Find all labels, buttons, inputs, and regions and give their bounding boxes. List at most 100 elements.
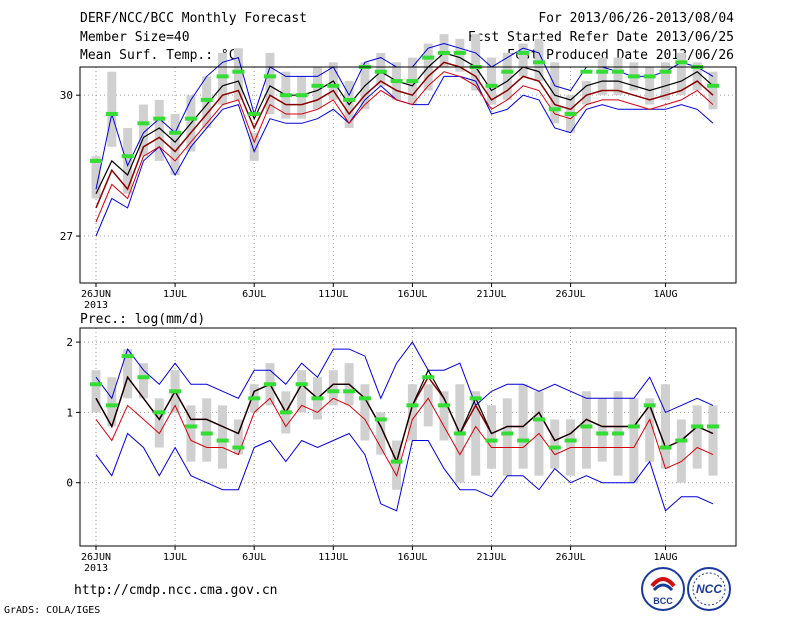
temp-range-box [439,34,449,67]
temp-observed-mark [374,69,387,74]
prec-observed-mark [580,424,593,429]
prec-range-box [360,384,370,441]
temp-observed-mark [327,83,340,88]
prec-observed-mark [137,375,150,380]
temp-lower-member-line [95,71,714,223]
temp-range-box [502,52,512,100]
temp-range-box [265,52,275,114]
prec-observed-mark [627,424,640,429]
temp-panel-frame [79,66,737,284]
temp-range-box [581,81,591,105]
temp-range-box [708,71,718,110]
temp-range-box [233,48,243,100]
temp-observed-mark [295,93,308,98]
temp-range-box [487,57,496,105]
temp-range-box [534,38,544,82]
prec-observed-mark [438,403,451,408]
temp-xtick-label: 21JUL [476,289,506,300]
prec-range-box [107,377,117,427]
prec-lower-member-line [95,397,714,477]
prec-range-box [439,391,449,441]
temp-observed-mark [659,69,672,74]
prec-range-box [154,398,164,448]
temp-observed-mark [580,69,593,74]
temp-control-line [95,61,714,209]
temp-observed-mark [105,111,118,116]
prec-range-box [502,398,512,476]
prec-range-box [645,398,655,462]
temp-year-label: 2013 [84,300,108,311]
temp-range-box [107,71,117,147]
temp-observed-mark [390,79,403,84]
prec-observed-mark [612,431,625,436]
prec-panel-frame [79,327,737,547]
temp-range-box [676,52,686,96]
member-size-label: Member Size=40 [80,30,190,45]
temp-xtick-label: 11JUL [318,289,348,300]
temp-xtick-label: 1AUG [653,289,677,300]
temp-observed-mark [264,74,277,79]
prec-observed-mark [675,438,688,443]
prec-range-box [392,440,402,490]
temp-observed-mark [643,74,656,79]
prec-range-box [123,349,133,399]
prec-observed-mark [200,431,213,436]
temp-range-box [138,104,148,157]
prec-xtick-label: 26JUN [81,552,111,563]
prec-observed-mark [121,354,134,359]
prec-observed-mark [532,417,545,422]
temp-range-box [154,99,164,161]
temp-ensemble-mean-line [95,52,714,195]
temp-observed-mark [548,107,561,112]
temp-observed-mark [311,83,324,88]
prec-range-box [202,398,212,462]
chart-title: DERF/NCC/BCC Monthly Forecast [80,11,307,26]
temp-range-box [376,52,386,86]
prec-observed-mark [564,438,577,443]
temp-observed-mark [706,83,719,88]
temp-observed-mark [596,69,609,74]
temp-observed-mark [343,97,356,102]
prec-observed-mark [548,445,561,450]
temp-observed-mark [216,74,229,79]
temp-xtick-label: 6JUL [242,289,266,300]
source-url[interactable]: http://cmdp.ncc.cma.gov.cn [74,583,278,598]
prec-observed-mark [327,389,340,394]
prec-range-box [629,398,639,483]
prec-year-label: 2013 [84,563,108,574]
temp-observed-mark [169,130,182,135]
prec-observed-mark [706,424,719,429]
temp-observed-mark [612,69,625,74]
temp-observed-mark [184,116,197,121]
temp-range-box [661,62,671,100]
prec-observed-mark [153,410,166,415]
prec-xtick-label: 21JUL [476,552,506,563]
prec-observed-mark [643,403,656,408]
temp-observed-mark [90,158,102,163]
temp-observed-mark [438,50,451,55]
prec-ytick-label: 2 [66,336,73,349]
temp-observed-mark [517,50,530,55]
prec-observed-mark [691,424,704,429]
temp-observed-mark [406,79,419,84]
prec-observed-mark [469,396,482,401]
prec-observed-mark [406,403,419,408]
temp-range-box [645,67,655,105]
prec-observed-mark [279,410,292,415]
prec-range-box [186,405,196,462]
bcc-logo-text: BCC [653,596,673,606]
prec-observed-mark [232,445,245,450]
temp-range-box [692,62,702,91]
temp-range-box [202,76,212,129]
prec-range-box [597,398,607,462]
temp-observed-mark [279,93,292,98]
temp-range-box [170,113,180,175]
prec-observed-mark [422,375,435,380]
temp-observed-mark [532,60,545,65]
temp-observed-mark [675,60,688,65]
prec-range-box [376,412,386,455]
temp-observed-mark [121,154,134,159]
prec-xtick-label: 1JUL [163,552,187,563]
prec-range-box [407,384,417,441]
prec-observed-mark [390,459,403,464]
